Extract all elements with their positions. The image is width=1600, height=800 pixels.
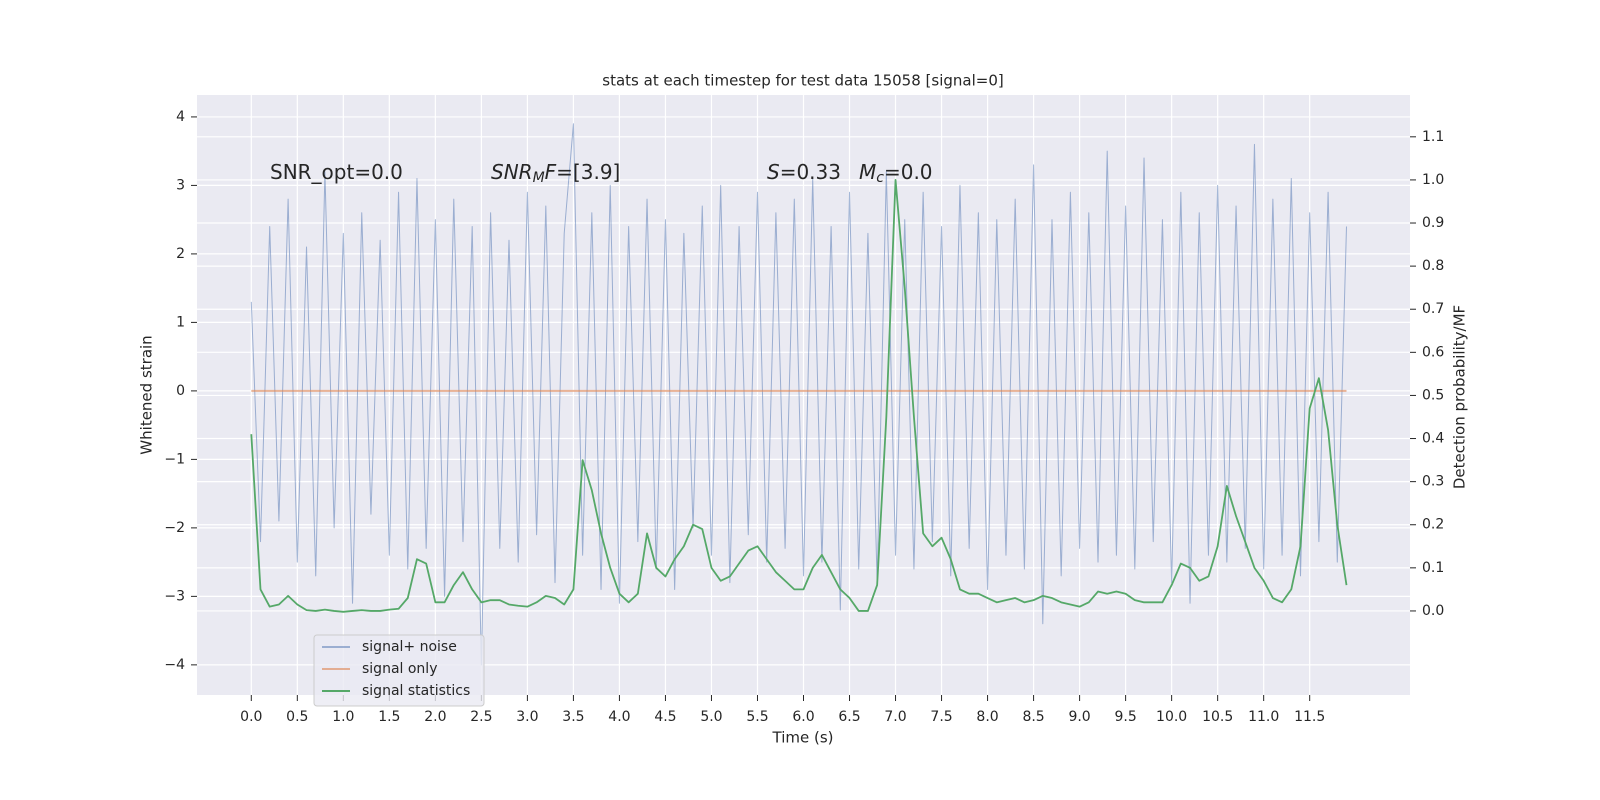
- x-tick-label: 11.5: [1294, 709, 1325, 725]
- x-tick-label: 10.0: [1156, 709, 1187, 725]
- series-line: [250, 179, 1348, 613]
- annotation-part: =0.33: [780, 160, 841, 184]
- x-tick-label: 5.0: [700, 709, 722, 725]
- annotation-part: SNR_opt=0.0: [270, 160, 403, 184]
- annotation-part: M: [859, 160, 876, 184]
- y2-tick-label: 0.8: [1422, 258, 1444, 274]
- x-tick-label: 1.5: [378, 709, 400, 725]
- legend: signal+ noise signal only signal statistic…: [313, 634, 485, 707]
- y-tick-label: −2: [164, 520, 185, 536]
- legend-box: [313, 634, 485, 707]
- x-tick-label: 4.5: [654, 709, 676, 725]
- y2-tick-label: 0.9: [1422, 215, 1444, 231]
- y-tick-label: −4: [164, 657, 185, 673]
- x-tick-label: 11.0: [1248, 709, 1279, 725]
- x-tick-label: 0.5: [286, 709, 308, 725]
- y-tick-label: 4: [176, 109, 185, 125]
- x-tick-label: 8.5: [1022, 709, 1044, 725]
- annotation: Mc=0.0: [859, 160, 933, 187]
- annotation-part: =[3.9]: [556, 160, 620, 184]
- x-tick-label: 8.0: [976, 709, 998, 725]
- y-tick-label: −1: [164, 451, 185, 467]
- y2-tick-label: 0.1: [1422, 560, 1444, 576]
- y-tick-label: 0: [176, 383, 185, 399]
- y2-tick-label: 0.0: [1422, 603, 1444, 619]
- x-tick-label: 6.5: [838, 709, 860, 725]
- x-tick-label: 2.5: [470, 709, 492, 725]
- x-tick-label: 10.5: [1202, 709, 1233, 725]
- labels: 0.0 0.5 1.0 1.5 2.0 2.5 3.0 3.5 4.0 4.5 5.0 5.5 6.0 6…: [164, 109, 1444, 725]
- x-tick-label: 1.0: [332, 709, 354, 725]
- x-tick-label: 3.5: [562, 709, 584, 725]
- marks: [250, 123, 1348, 666]
- x-tick-label: 9.0: [1068, 709, 1090, 725]
- y-tick-label: 1: [176, 314, 185, 330]
- annotation-part: =0.0: [884, 160, 933, 184]
- y2-tick-label: 0.4: [1422, 431, 1444, 447]
- annotation: S=0.33: [767, 160, 841, 184]
- x-tick-label: 2.0: [424, 709, 446, 725]
- series-line: [250, 123, 1347, 666]
- y2-tick-label: 1.1: [1422, 129, 1444, 145]
- x-tick-label: 4.0: [608, 709, 630, 725]
- y2-tick-label: 0.6: [1422, 344, 1444, 360]
- y-tick-label: 2: [176, 246, 185, 262]
- x-tick-label: 7.0: [884, 709, 906, 725]
- x-axis-label: Time (s): [772, 729, 834, 747]
- y2-tick-label: 0.5: [1422, 387, 1444, 403]
- x-tick-label: 5.5: [746, 709, 768, 725]
- y2-axis-label: Detection probability/MF: [1451, 305, 1469, 489]
- annotation: SNRMF=[3.9]: [491, 160, 620, 187]
- y2-tick-label: 0.7: [1422, 301, 1444, 317]
- x-tick-label: 7.5: [930, 709, 952, 725]
- annotation: SNR_opt=0.0: [270, 160, 403, 184]
- annotation-part: S: [767, 160, 780, 184]
- grid: [197, 95, 1410, 695]
- legend-label: signal statistics: [362, 683, 470, 699]
- annotation-part: c: [876, 170, 884, 186]
- legend-label: signal+ noise: [362, 639, 457, 655]
- y2-tick-label: 1.0: [1422, 172, 1444, 188]
- annotation-part: F: [545, 160, 557, 184]
- annotation-part: M: [533, 170, 545, 186]
- annotation-part: SNR: [491, 160, 533, 184]
- x-tick-label: 9.5: [1114, 709, 1136, 725]
- y2-tick-label: 0.2: [1422, 517, 1444, 533]
- x-tick-label: 6.0: [792, 709, 814, 725]
- y-tick-label: −3: [164, 588, 185, 604]
- x-tick-label: 0.0: [240, 709, 262, 725]
- chart-title: stats at each timestep for test data 150…: [602, 72, 1003, 90]
- legend-label: signal only: [362, 661, 437, 677]
- y-tick-label: 3: [176, 177, 185, 193]
- y2-tick-label: 0.3: [1422, 474, 1444, 490]
- y-axis-label: Whitened strain: [138, 335, 156, 454]
- x-tick-label: 3.0: [516, 709, 538, 725]
